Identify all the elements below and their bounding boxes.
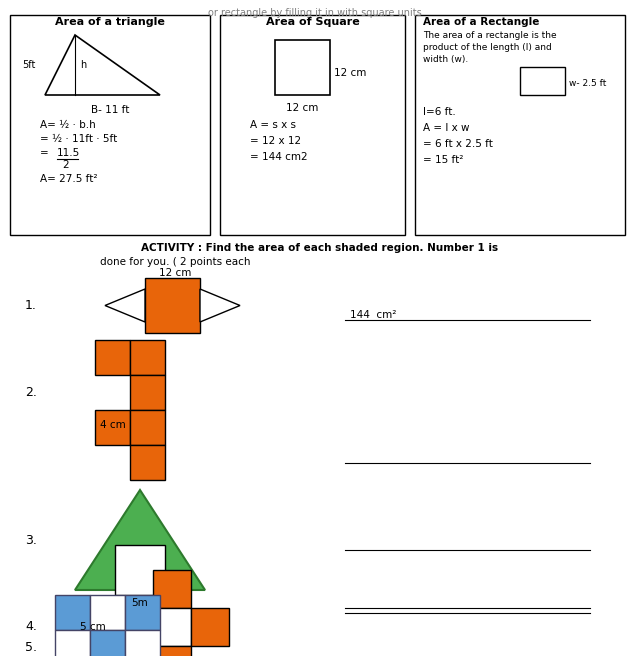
Bar xyxy=(125,630,160,656)
Bar xyxy=(153,570,191,608)
Bar xyxy=(275,40,330,95)
Text: A= ½ · b.h: A= ½ · b.h xyxy=(40,120,96,130)
Bar xyxy=(130,340,165,375)
Text: 11.5: 11.5 xyxy=(57,148,80,158)
Text: = 15 ft²: = 15 ft² xyxy=(423,155,464,165)
Bar xyxy=(130,410,165,445)
Text: = 12 x 12: = 12 x 12 xyxy=(250,136,301,146)
Text: width (w).: width (w). xyxy=(423,55,468,64)
Text: w- 2.5 ft: w- 2.5 ft xyxy=(569,79,606,89)
Text: 5m: 5m xyxy=(132,598,149,608)
Text: A= 27.5 ft²: A= 27.5 ft² xyxy=(40,174,98,184)
Text: done for you. ( 2 points each: done for you. ( 2 points each xyxy=(100,257,251,267)
Bar xyxy=(520,67,565,95)
Text: 144  cm²: 144 cm² xyxy=(350,310,396,320)
Bar xyxy=(55,595,90,630)
Text: B- 11 ft: B- 11 ft xyxy=(91,105,129,115)
FancyBboxPatch shape xyxy=(10,15,210,235)
Text: Area of Square: Area of Square xyxy=(266,17,359,27)
Polygon shape xyxy=(75,490,205,590)
Text: Area of a triangle: Area of a triangle xyxy=(55,17,165,27)
Text: A = s x s: A = s x s xyxy=(250,120,296,130)
FancyBboxPatch shape xyxy=(220,15,405,235)
Polygon shape xyxy=(105,289,145,322)
Bar xyxy=(145,278,200,333)
Bar xyxy=(191,608,229,646)
Text: = 144 cm2: = 144 cm2 xyxy=(250,152,307,162)
Bar xyxy=(90,630,125,656)
Polygon shape xyxy=(200,289,240,322)
Text: 5 cm: 5 cm xyxy=(80,622,106,632)
Text: A = l x w: A = l x w xyxy=(423,123,469,133)
Polygon shape xyxy=(45,35,160,95)
Text: or rectangle by filling it in with square units: or rectangle by filling it in with squar… xyxy=(208,8,422,18)
Text: 1.: 1. xyxy=(25,299,37,312)
Text: 4 cm: 4 cm xyxy=(100,420,126,430)
Bar xyxy=(153,608,191,646)
Text: 2: 2 xyxy=(62,160,69,170)
Bar xyxy=(125,595,160,630)
Text: = 6 ft x 2.5 ft: = 6 ft x 2.5 ft xyxy=(423,139,493,149)
Text: 12 cm: 12 cm xyxy=(334,68,367,77)
Bar xyxy=(55,630,90,656)
Text: 3.: 3. xyxy=(25,533,37,546)
Text: 12 cm: 12 cm xyxy=(286,103,319,113)
Text: 4.: 4. xyxy=(25,621,37,634)
Text: 2.: 2. xyxy=(25,386,37,399)
Bar xyxy=(130,445,165,480)
Text: The area of a rectangle is the: The area of a rectangle is the xyxy=(423,31,557,40)
Text: h: h xyxy=(80,60,86,70)
Text: =: = xyxy=(40,148,52,158)
Text: = ½ · 11ft · 5ft: = ½ · 11ft · 5ft xyxy=(40,134,117,144)
Bar xyxy=(95,410,130,445)
Text: l=6 ft.: l=6 ft. xyxy=(423,107,455,117)
Text: 5.: 5. xyxy=(25,641,37,654)
Bar xyxy=(90,595,125,630)
Bar xyxy=(130,375,165,410)
FancyBboxPatch shape xyxy=(415,15,625,235)
Bar xyxy=(115,608,153,646)
Text: 12 cm: 12 cm xyxy=(159,268,191,278)
Bar xyxy=(153,646,191,656)
Text: ACTIVITY : Find the area of each shaded region. Number 1 is: ACTIVITY : Find the area of each shaded … xyxy=(142,243,498,253)
Text: Area of a Rectangle: Area of a Rectangle xyxy=(423,17,539,27)
Text: 5ft: 5ft xyxy=(22,60,35,70)
Text: product of the length (l) and: product of the length (l) and xyxy=(423,43,552,52)
Bar xyxy=(115,545,165,595)
Bar xyxy=(95,340,130,375)
